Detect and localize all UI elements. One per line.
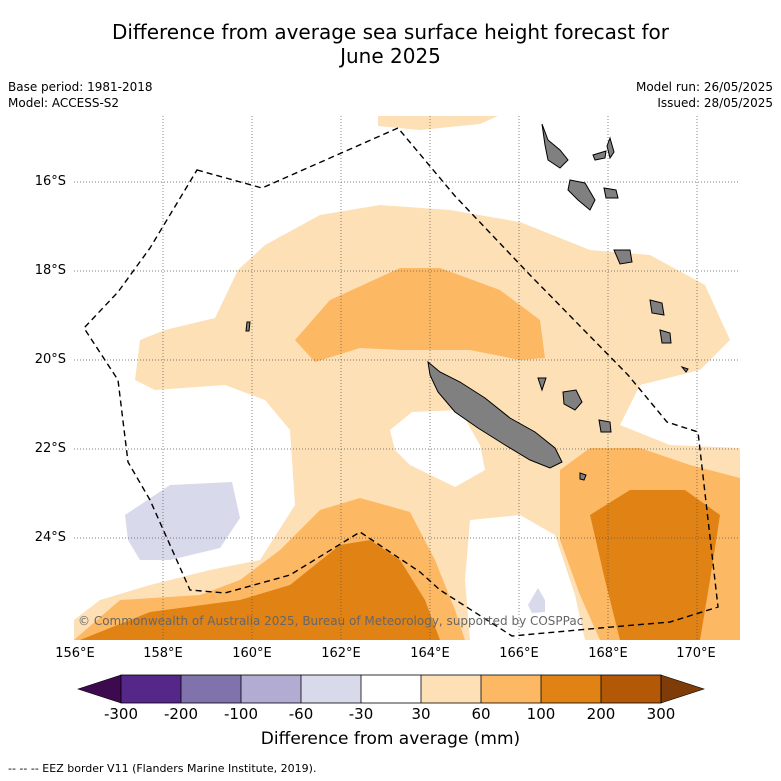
eez-footnote: -- -- -- EEZ border V11 (Flanders Marine… [8,762,317,775]
contour-neg-30-60 [125,482,240,560]
colorbar-bin [301,675,361,703]
lat-label-18s: 18°S [34,263,66,278]
colorbar-tick: 300 [646,705,676,723]
island [579,472,587,481]
island [649,299,665,316]
issued-date: Issued: 28/05/2025 [657,96,773,110]
island [659,329,672,344]
base-period: Base period: 1981-2018 [8,80,153,94]
lat-label-24s: 24°S [34,530,66,545]
contour-60-100 [295,268,545,362]
colorbar-bin [601,675,661,703]
colorbar-tick: 60 [471,705,491,723]
lon-label-170e: 170°E [676,646,716,661]
colorbar-tick: 200 [586,705,616,723]
lon-label-158e: 158°E [143,646,183,661]
lon-label-168e: 168°E [588,646,628,661]
contour-100-200 [80,540,440,640]
island [680,365,689,373]
eez-border [83,127,719,637]
lon-label-162e: 162°E [321,646,361,661]
colorbar-bin [421,675,481,703]
colorbar-tick: -200 [163,705,199,723]
landmasses [245,123,689,481]
gridlines [74,116,740,640]
lon-label-164e: 164°E [410,646,450,661]
contour-neg-30-60 [528,588,545,613]
loyalty-island [537,377,547,392]
loyalty-island [562,389,583,411]
lat-label-20s: 20°S [34,352,66,367]
colorbar-bin [541,675,601,703]
contour-30-60 [378,116,498,130]
colorbar-extend-high [660,674,705,704]
vanuatu-island [541,123,569,169]
contour-neutral [465,515,585,640]
colorbar [77,674,705,704]
lat-label-22s: 22°S [34,441,66,456]
colorbar-tick: -60 [288,705,314,723]
vanuatu-island [567,179,596,211]
colorbar-tick: 30 [411,705,431,723]
colorbar-tick: -30 [348,705,374,723]
title-line-2: June 2025 [340,44,441,68]
vanuatu-island [592,150,607,161]
model-name: Model: ACCESS-S2 [8,96,120,110]
lat-label-16s: 16°S [34,174,66,189]
vanuatu-island [606,136,615,160]
island [245,321,251,332]
map-title: Difference from average sea surface heig… [0,20,781,68]
colorbar-extend-low [77,674,122,704]
lon-label-156e: 156°E [55,646,95,661]
vanuatu-island [613,249,633,265]
title-line-1: Difference from average sea surface heig… [111,20,670,44]
colorbar-tick: -300 [103,705,139,723]
loyalty-island [598,419,612,433]
meta-right: Model run: 26/05/2025 Issued: 28/05/2025 [636,79,773,111]
contour-neutral [390,410,485,487]
lon-label-160e: 160°E [232,646,272,661]
colorbar-bin [481,675,541,703]
meta-left: Base period: 1981-2018 Model: ACCESS-S2 [8,79,153,111]
colorbar-bin [361,675,421,703]
lon-label-166e: 166°E [499,646,539,661]
model-run: Model run: 26/05/2025 [635,80,773,94]
colorbar-tick: 100 [526,705,556,723]
colorbar-bin [241,675,301,703]
copyright-notice: © Commonwealth of Australia 2025, Bureau… [78,614,584,628]
colorbar-tick: -100 [223,705,259,723]
colorbar-bin [181,675,241,703]
contour-100-200 [590,490,720,640]
vanuatu-island [603,187,619,199]
anomaly-field [74,116,740,640]
colorbar-title: Difference from average (mm) [260,729,521,749]
new-caledonia-island [427,360,563,469]
colorbar-bin [121,675,181,703]
